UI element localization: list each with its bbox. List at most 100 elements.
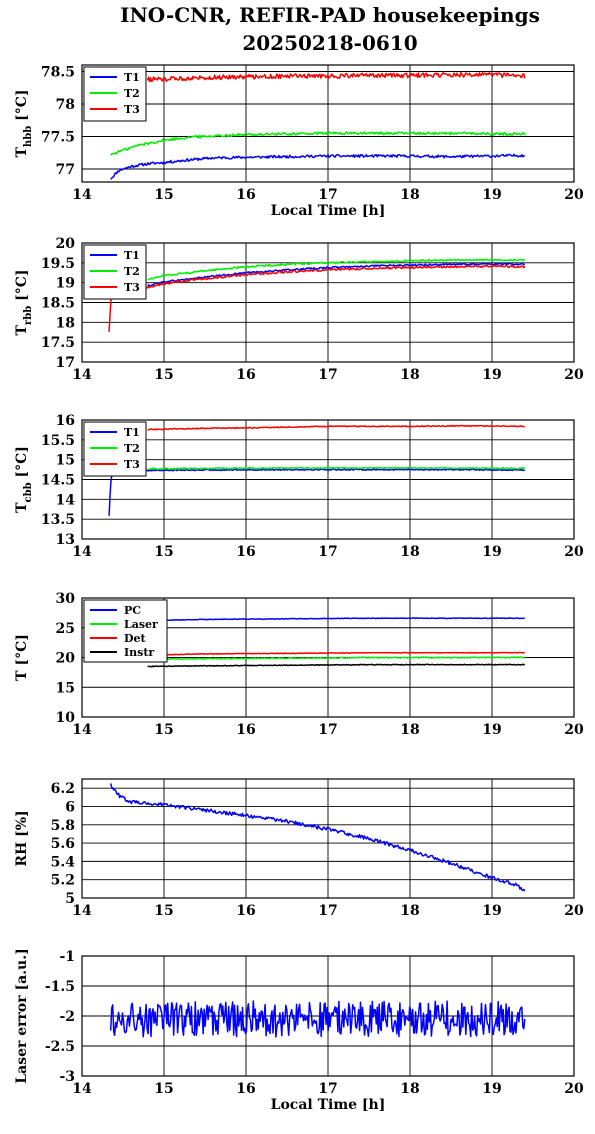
y-axis-label-unit: [°C] [14,90,30,126]
series-line-data [109,783,526,892]
legend: T1 T2 T3 [83,421,147,477]
x-tick-label: 16 [236,367,255,383]
series-line-laser [147,656,526,661]
x-tick-label: 18 [400,187,419,203]
series-line-det [147,651,525,657]
x-tick-label: 17 [318,367,337,383]
y-tick-label: 14.5 [41,473,75,489]
x-tick-label: 14 [72,367,92,383]
grid [81,779,575,899]
y-axis-label: Thbb [°C] [14,90,34,158]
y-tick-label: 18.5 [41,296,75,312]
y-tick-label: 15 [56,453,75,469]
y-tick-label: -2.5 [45,1039,75,1055]
y-axis-label-unit: [°C] [14,446,30,482]
x-tick-label: 18 [400,1081,419,1097]
series-line-pc [147,617,525,622]
y-axis-label-main: Laser error [a.u.] [14,948,30,1083]
x-tick-label: 18 [400,903,419,919]
x-tick-label: 18 [400,722,419,738]
series-line-t2 [147,258,526,281]
plot-frame [81,955,575,1077]
plot-frame [81,778,575,899]
legend-label: T3 [124,103,140,116]
y-tick-label: 18 [56,315,75,331]
y-tick-label: 6 [65,799,75,815]
grid [81,65,575,182]
y-axis-label: Tcbb [°C] [14,446,34,513]
y-axis-label-main: T [14,324,30,335]
x-tick-label: 14 [72,722,92,738]
x-tick-label: 16 [236,903,255,919]
legend-label: Det [124,632,147,645]
legend-label: T3 [124,281,140,294]
y-tick-label: 17.5 [41,335,75,351]
y-tick-label: 15.5 [41,433,75,449]
y-tick-label: 13 [56,532,75,548]
y-tick-label: 5.2 [51,873,75,889]
y-tick-label: -2 [59,1009,75,1025]
x-tick-label: 19 [482,1081,501,1097]
panels: 77 77.5 78 78.5 14 15 16 17 18 19 20 Local Time [h]… [14,64,584,1113]
x-tick-label: 15 [154,1081,173,1097]
y-tick-label: 5.8 [51,818,75,834]
y-axis-label-main: T [14,502,30,513]
y-tick-label: 20 [56,236,76,252]
figure-title-line1: INO-CNR, REFIR-PAD housekeepings [120,3,540,27]
x-tick-label: 17 [318,544,337,560]
legend-label: T2 [124,442,140,455]
y-axis-label-unit: [°C] [14,270,30,306]
legend-label: Laser [124,618,158,631]
y-tick-label: 17 [56,355,75,371]
x-tick-label: 19 [482,722,501,738]
y-tick-label: 78 [56,97,75,113]
x-tick-label: 20 [564,187,584,203]
plot-frame [81,597,575,718]
legend-label: T3 [124,458,140,471]
y-tick-label: 5.6 [51,836,75,852]
x-tick-label: 15 [154,903,173,919]
x-tick-label: 19 [482,544,501,560]
y-axis-label-main: T [14,146,30,157]
series-line-t2 [110,131,526,156]
x-tick-label: 14 [72,187,92,203]
x-tick-label: 20 [564,903,584,919]
series-line-t3 [147,424,525,431]
x-tick-label: 20 [564,544,584,560]
x-tick-label: 14 [72,1081,92,1097]
series-line-t2 [147,466,526,471]
x-tick-label: 14 [72,544,92,560]
x-tick-label: 19 [482,367,501,383]
x-tick-label: 17 [318,722,337,738]
x-tick-label: 19 [482,187,501,203]
x-tick-label: 16 [236,187,255,203]
y-axis-label-subscript: rbb [23,306,34,325]
grid [81,419,575,540]
x-tick-label: 18 [400,367,419,383]
y-tick-label: 14 [56,492,76,508]
x-tick-label: 20 [564,722,584,738]
y-tick-label: 15 [56,680,75,696]
x-tick-label: 18 [400,544,419,560]
series-line-t3 [108,264,526,332]
y-tick-label: 78.5 [41,65,75,81]
x-tick-label: 16 [236,544,255,560]
y-tick-label: 10 [56,710,76,726]
x-tick-label: 15 [154,722,173,738]
y-tick-label: 5.4 [51,854,76,870]
y-tick-label: -1.5 [45,979,75,995]
x-tick-label: 14 [72,903,92,919]
y-axis-label: Laser error [a.u.] [14,948,30,1083]
series-line-instr [147,663,525,668]
chart-panel-1: 77 77.5 78 78.5 14 15 16 17 18 19 20 Local Time [h]… [14,64,584,219]
chart-panel-3: 13 13.5 14 14.5 15 15.5 16 14 15 16 17 18 19 20 Tcbb [… [14,413,584,560]
chart-panel-5: 5 5.2 5.4 5.6 5.8 6 6.2 14 15 16 17 18 19 20 RH [%] [14,778,584,919]
figure-title-line2: 20250218-0610 [242,31,417,55]
x-tick-label: 15 [154,544,173,560]
x-tick-label: 17 [318,903,337,919]
plot-frame [81,419,575,540]
x-tick-label: 20 [564,367,584,383]
x-tick-label: 19 [482,903,501,919]
